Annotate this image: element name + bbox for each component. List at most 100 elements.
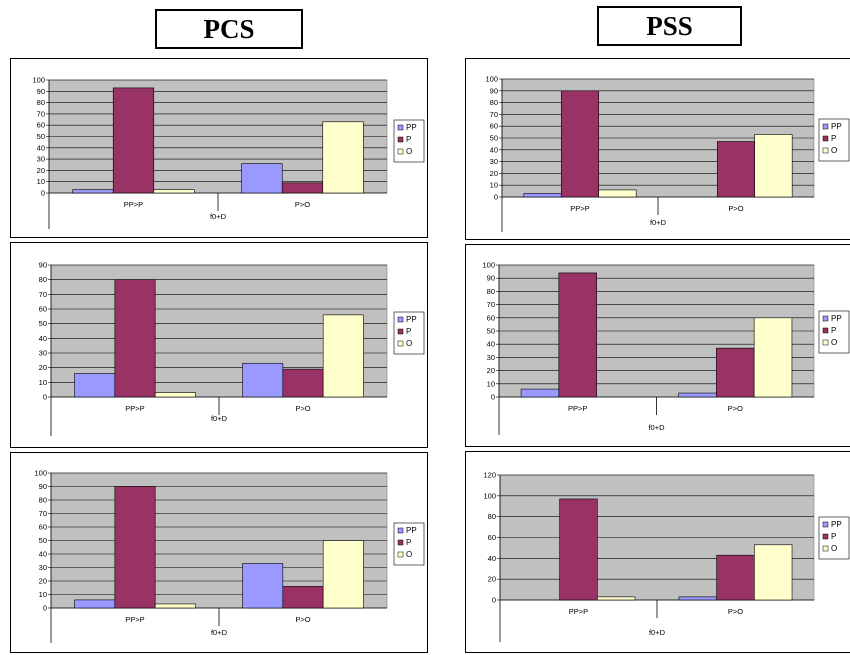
y-tick-label: 90	[487, 274, 495, 283]
y-tick-label: 90	[39, 482, 47, 491]
legend-label-o: O	[831, 146, 837, 155]
bar-pp-p-o	[678, 392, 717, 398]
y-tick-label: 10	[487, 379, 495, 388]
y-tick-label: 30	[37, 155, 45, 164]
y-tick-label: 0	[491, 393, 495, 402]
legend-label-p: P	[831, 532, 836, 541]
y-tick-label: 70	[490, 110, 498, 119]
y-tick-label: 0	[43, 604, 47, 613]
bar-p-pp-p	[114, 279, 156, 398]
x-axis-label: f0+D	[649, 628, 666, 637]
category-label: P>O	[728, 607, 743, 616]
bar-p-p-o	[282, 368, 324, 398]
bar-p-pp-p	[559, 498, 598, 601]
y-tick-label: 120	[483, 471, 496, 480]
x-axis-label: f0+D	[211, 414, 228, 423]
y-tick-label: 60	[39, 523, 47, 532]
y-tick-label: 100	[34, 469, 47, 478]
legend-swatch-p	[397, 136, 404, 143]
legend-swatch-pp	[822, 315, 829, 322]
y-tick-label: 90	[490, 86, 498, 95]
category-label: P>O	[728, 404, 743, 413]
bar-pp-pp-p	[74, 373, 116, 398]
legend-swatch-pp	[822, 123, 829, 130]
y-tick-label: 0	[41, 189, 45, 198]
bar-o-p-o	[322, 314, 364, 398]
legend-label-pp: PP	[406, 526, 417, 535]
y-tick-label: 60	[37, 121, 45, 130]
legend-label-p: P	[406, 135, 411, 144]
legend-swatch-pp	[397, 316, 404, 323]
legend-swatch-o	[822, 545, 829, 552]
y-tick-label: 40	[487, 340, 495, 349]
y-tick-label: 100	[32, 76, 45, 85]
y-tick-label: 70	[487, 300, 495, 309]
category-label: PP>P	[569, 607, 588, 616]
y-tick-label: 80	[490, 98, 498, 107]
y-tick-label: 30	[487, 353, 495, 362]
pss-column-title: PSS	[597, 6, 742, 46]
y-tick-label: 90	[37, 87, 45, 96]
legend-swatch-o	[822, 147, 829, 154]
legend-label-o: O	[831, 338, 837, 347]
bar-p-p-o	[282, 586, 324, 609]
category-label: PP>P	[568, 404, 587, 413]
bar-pp-p-o	[242, 362, 284, 398]
y-tick-label: 80	[39, 496, 47, 505]
y-tick-label: 20	[487, 366, 495, 375]
bar-o-pp-p	[153, 189, 195, 194]
bar-o-p-o	[322, 540, 364, 609]
legend-label-pp: PP	[831, 314, 842, 323]
x-axis-label: f0+D	[650, 218, 667, 227]
bar-o-p-o	[754, 544, 793, 601]
chart-panel-pcs-2: 0 10 20 30 40 50 60 70 80 90 PP>P P>O f0+D PP P O	[10, 242, 428, 448]
bar-o-pp-p	[598, 189, 637, 198]
y-tick-label: 80	[37, 98, 45, 107]
category-label: P>O	[295, 615, 310, 624]
bar-p-p-o	[281, 182, 324, 194]
bar-p-pp-p	[560, 90, 600, 198]
bar-pp-pp-p	[74, 599, 116, 609]
y-tick-label: 20	[490, 169, 498, 178]
legend-label-o: O	[406, 339, 412, 348]
bar-pp-pp-p	[523, 193, 562, 198]
bar-o-p-o	[754, 134, 793, 198]
y-tick-label: 90	[39, 261, 47, 270]
legend-label-p: P	[831, 326, 836, 335]
pcs-column-title: PCS	[155, 9, 303, 49]
y-tick-label: 40	[39, 550, 47, 559]
bar-pp-p-o	[242, 563, 284, 609]
legend-label-o: O	[406, 147, 412, 156]
y-tick-label: 100	[485, 75, 498, 84]
bar-p-p-o	[716, 141, 756, 198]
legend-swatch-p	[397, 328, 404, 335]
y-tick-label: 50	[487, 327, 495, 336]
y-tick-label: 80	[487, 287, 495, 296]
y-tick-label: 50	[490, 134, 498, 143]
legend-swatch-o	[822, 339, 829, 346]
x-axis-label: f0+D	[648, 423, 665, 432]
y-tick-label: 0	[43, 393, 47, 402]
y-tick-label: 60	[490, 122, 498, 131]
y-tick-label: 0	[492, 596, 496, 605]
bar-p-p-o	[716, 554, 755, 601]
legend-label-pp: PP	[831, 520, 842, 529]
category-label: P>O	[295, 404, 310, 413]
y-tick-label: 20	[488, 575, 496, 584]
y-tick-label: 30	[39, 349, 47, 358]
y-tick-label: 30	[490, 157, 498, 166]
y-tick-label: 40	[490, 145, 498, 154]
chart-panel-pss-1: 0 10 20 30 40 50 60 70 80 90 100 PP>P P>O f0+D PP P O	[465, 58, 850, 240]
y-tick-label: 80	[39, 275, 47, 284]
legend-swatch-p	[397, 539, 404, 546]
legend-label-p: P	[831, 134, 836, 143]
legend-label-o: O	[831, 544, 837, 553]
y-tick-label: 60	[39, 305, 47, 314]
y-tick-label: 100	[483, 491, 496, 500]
category-label: PP>P	[125, 615, 144, 624]
bar-o-p-o	[753, 317, 793, 398]
y-tick-label: 0	[494, 193, 498, 202]
y-tick-label: 60	[488, 533, 496, 542]
chart-panel-pcs-1: 0 10 20 30 40 50 60 70 80 90 100 PP>P P>O f0+D PP P O	[10, 58, 428, 238]
category-label: PP>P	[124, 200, 143, 209]
